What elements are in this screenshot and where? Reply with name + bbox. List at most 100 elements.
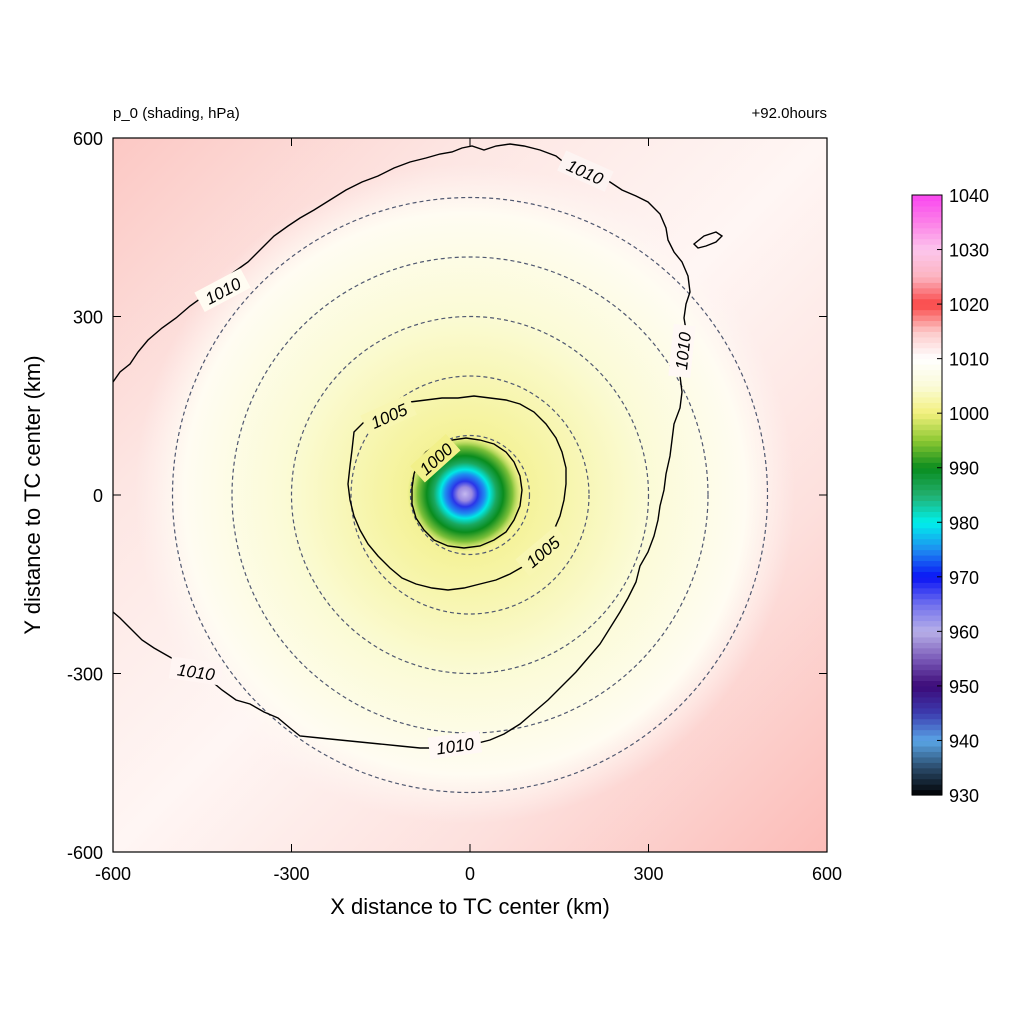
colorbar-cell xyxy=(912,565,942,572)
colorbar-cell xyxy=(912,255,942,262)
colorbar-cell xyxy=(912,309,942,316)
colorbar-tick-label: 1020 xyxy=(949,295,989,315)
colorbar-cell xyxy=(912,331,942,338)
colorbar-cell xyxy=(912,271,942,278)
colorbar: 1040 1030 1020 1010 1000 990 980 970 960 950 940 93… xyxy=(911,186,989,806)
colorbar-cell xyxy=(912,609,942,616)
colorbar-cell xyxy=(912,647,942,654)
colorbar-cell xyxy=(912,369,942,376)
colorbar-cell xyxy=(912,789,942,796)
colorbar-cell xyxy=(912,718,942,725)
colorbar-cell xyxy=(912,287,942,294)
colorbar-cell xyxy=(912,364,942,371)
radius-ring-100 xyxy=(409,434,531,556)
colorbar-cell xyxy=(912,462,942,469)
colorbar-cell xyxy=(912,696,942,703)
colorbar-cell xyxy=(912,587,942,594)
colorbar-cell xyxy=(912,402,942,409)
colorbar-cell xyxy=(912,375,942,382)
colorbar-cell xyxy=(912,413,942,420)
colorbar-cell xyxy=(912,675,942,682)
colorbar-tick-label: 930 xyxy=(949,786,979,806)
colorbar-tick-label: 970 xyxy=(949,568,979,588)
colorbar-cell xyxy=(912,653,942,660)
colorbar-cell xyxy=(912,593,942,600)
x-axis-title: X distance to TC center (km) xyxy=(330,894,610,919)
colorbar-cell xyxy=(912,456,942,463)
radius-ring-200 xyxy=(350,375,590,615)
y-axis: 600 300 0 -300 -600 xyxy=(67,129,827,863)
colorbar-cell xyxy=(912,544,942,551)
colorbar-cell xyxy=(912,293,942,300)
colorbar-cell xyxy=(912,380,942,387)
colorbar-cell xyxy=(912,576,942,583)
colorbar-cell xyxy=(912,211,942,218)
colorbar-cell xyxy=(912,549,942,556)
colorbar-cell xyxy=(912,298,942,305)
colorbar-cell xyxy=(912,735,942,742)
x-tick-label: -600 xyxy=(95,864,131,884)
y-tick-label: 600 xyxy=(73,129,103,149)
y-tick-label: 0 xyxy=(93,486,103,506)
y-tick-label: -600 xyxy=(67,843,103,863)
colorbar-cell xyxy=(912,745,942,752)
colorbar-cell xyxy=(912,336,942,343)
colorbar-cell xyxy=(912,713,942,720)
colorbar-tick-label: 950 xyxy=(949,677,979,697)
colorbar-cell xyxy=(912,484,942,491)
contour-label-1010-right: 1010 xyxy=(672,331,695,371)
y-tick-label: -300 xyxy=(67,665,103,685)
colorbar-cell xyxy=(912,200,942,207)
colorbar-cell xyxy=(912,729,942,736)
colorbar-cell xyxy=(912,342,942,349)
colorbar-cell xyxy=(912,205,942,212)
colorbar-cell xyxy=(912,440,942,447)
colorbar-cell xyxy=(912,304,942,311)
colorbar-cell xyxy=(912,500,942,507)
colorbar-cell xyxy=(912,489,942,496)
colorbar-tick-label: 940 xyxy=(949,731,979,751)
colorbar-cell xyxy=(912,353,942,360)
colorbar-cell xyxy=(912,538,942,545)
colorbar-cell xyxy=(912,571,942,578)
colorbar-cell xyxy=(912,385,942,392)
colorbar-cell xyxy=(912,435,942,442)
colorbar-cell xyxy=(912,598,942,605)
colorbar-cell xyxy=(912,751,942,758)
colorbar-cell xyxy=(912,238,942,245)
colorbar-cell xyxy=(912,451,942,458)
colorbar-cell xyxy=(912,233,942,240)
chart-title-left: p_0 (shading, hPa) xyxy=(113,105,240,122)
colorbar-cell xyxy=(912,724,942,731)
colorbar-cell xyxy=(912,478,942,485)
colorbar-cell xyxy=(912,511,942,518)
colorbar-cell xyxy=(912,407,942,414)
colorbar-cell xyxy=(912,762,942,769)
colorbar-tick-label: 960 xyxy=(949,622,979,642)
colorbar-cell xyxy=(912,445,942,452)
colorbar-cell xyxy=(912,424,942,431)
colorbar-cell xyxy=(912,495,942,502)
colorbar-cell xyxy=(912,216,942,223)
colorbar-cell xyxy=(912,467,942,474)
colorbar-cell xyxy=(912,691,942,698)
y-tick-label: 300 xyxy=(73,308,103,328)
colorbar-cell xyxy=(912,533,942,540)
colorbar-cell xyxy=(912,358,942,365)
radius-ring-300 xyxy=(290,315,650,675)
colorbar-cell xyxy=(912,276,942,283)
colorbar-cell xyxy=(912,582,942,589)
colorbar-cell xyxy=(912,391,942,398)
colorbar-cell xyxy=(912,642,942,649)
colorbar-cell xyxy=(912,756,942,763)
colorbar-cell xyxy=(912,740,942,747)
colorbar-cell xyxy=(912,685,942,692)
colorbar-cell xyxy=(912,680,942,687)
contour-1000 xyxy=(411,437,523,549)
x-tick-label: 300 xyxy=(633,864,663,884)
colorbar-cells xyxy=(912,195,942,796)
colorbar-tick-label: 990 xyxy=(949,459,979,479)
colorbar-tick-label: 1010 xyxy=(949,350,989,370)
colorbar-cell xyxy=(912,249,942,256)
x-tick-label: 0 xyxy=(465,864,475,884)
